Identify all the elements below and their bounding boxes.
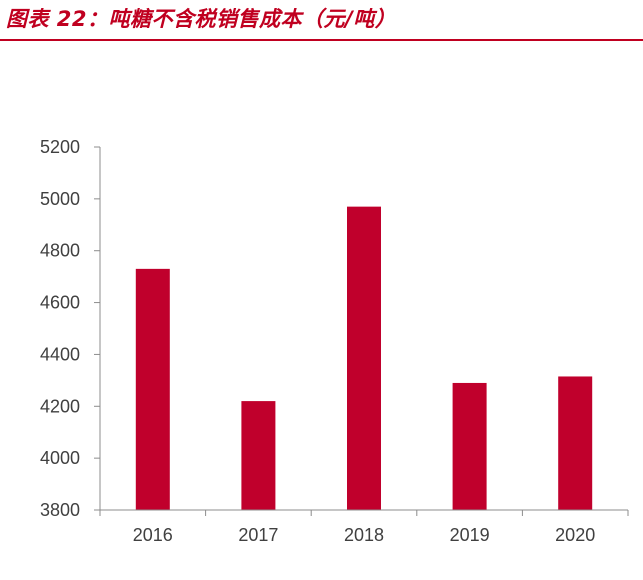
y-tick-label: 3800 xyxy=(40,500,80,520)
y-tick-label: 5200 xyxy=(40,137,80,157)
x-tick-label: 2019 xyxy=(450,525,490,545)
bar-2017 xyxy=(241,401,276,510)
bar-series xyxy=(135,206,593,510)
x-tick-label: 2018 xyxy=(344,525,384,545)
y-tick-label: 4000 xyxy=(40,448,80,468)
bar-2020 xyxy=(558,376,593,510)
bar-2019 xyxy=(452,382,487,510)
y-tick-label: 4600 xyxy=(40,293,80,313)
x-tick-label: 2017 xyxy=(238,525,278,545)
chart-title: 图表 22：吨糖不含税销售成本（元/吨） xyxy=(6,7,397,31)
y-tick-label: 5000 xyxy=(40,189,80,209)
y-tick-label: 4400 xyxy=(40,344,80,364)
y-axis-ticks: 3800 4000 4200 4400 4600 4800 5000 5200 xyxy=(40,137,100,520)
x-tick-label: 2020 xyxy=(555,525,595,545)
title-underline xyxy=(0,39,643,41)
bar-2018 xyxy=(347,206,381,510)
y-tick-label: 4200 xyxy=(40,396,80,416)
y-tick-label: 4800 xyxy=(40,241,80,261)
x-tick-label: 2016 xyxy=(133,525,173,545)
bar-2016 xyxy=(135,268,170,510)
x-axis-ticks: 2016 2017 2018 2019 2020 xyxy=(99,510,629,545)
